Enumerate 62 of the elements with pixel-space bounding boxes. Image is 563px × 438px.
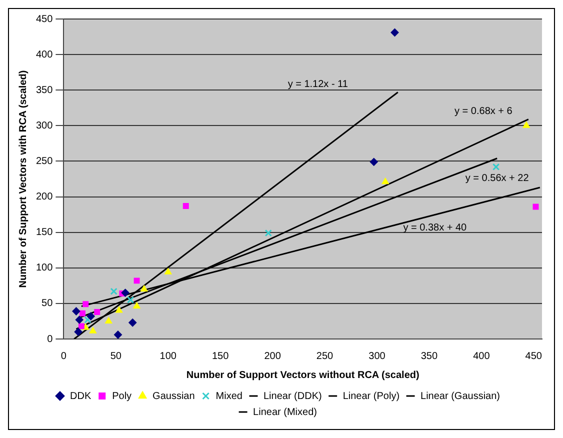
point — [121, 288, 130, 297]
point — [522, 122, 530, 128]
point — [182, 203, 189, 209]
point — [78, 323, 84, 330]
legend-label: Linear (Mixed) — [253, 406, 317, 418]
x-tick-label: 150 — [212, 350, 230, 362]
y-tick-label: 0 — [47, 334, 54, 345]
point — [492, 163, 500, 170]
y-tick-label: 100 — [36, 262, 54, 274]
y-tick-label: 350 — [36, 84, 54, 96]
point — [94, 309, 100, 315]
point — [116, 306, 123, 313]
y-tick-label: 150 — [36, 227, 54, 238]
legend-label: Linear (Poly) — [342, 390, 400, 402]
x-tick-label: 400 — [473, 350, 490, 362]
annotation: y = 0.68x + 6 — [454, 106, 513, 118]
legend-label: DDK — [70, 390, 92, 402]
point — [126, 296, 134, 304]
x-tick-label: 350 — [420, 350, 438, 362]
x-axis-title: Number of Support Vectors without RCA (scaled) — [186, 370, 420, 381]
point — [89, 327, 96, 334]
point — [370, 158, 378, 166]
annotation: y = 1.12x - 11 — [288, 78, 348, 90]
y-tick-label: 300 — [36, 120, 54, 132]
legend-label: Gaussian — [152, 390, 195, 402]
legend-label: Mixed — [216, 390, 242, 402]
y-tick-label: 450 — [36, 14, 54, 25]
legend-label: Linear (Gaussian) — [420, 390, 500, 402]
point — [133, 302, 140, 309]
legend-label: Poly — [112, 390, 132, 402]
point — [140, 285, 148, 292]
y-axis-title: Number of Support Vectors with RCA (scaled) — [18, 70, 29, 288]
x-tick-label: 300 — [368, 350, 386, 362]
point — [80, 310, 86, 316]
point — [390, 28, 399, 37]
point — [134, 278, 140, 284]
x-tick-label: 0 — [60, 350, 67, 362]
point — [382, 178, 389, 184]
point — [264, 229, 272, 237]
point — [72, 307, 80, 316]
x-tick-label: 250 — [316, 350, 334, 362]
y-tick-label: 200 — [36, 192, 54, 203]
annotation: y = 0.56x + 22 — [465, 173, 530, 184]
point — [105, 317, 112, 324]
point — [82, 301, 89, 308]
annotation: y = 0.38x + 40 — [403, 222, 468, 234]
point — [74, 328, 82, 336]
point — [128, 318, 137, 327]
y-tick-label: 400 — [36, 49, 54, 60]
point — [84, 316, 92, 324]
point — [86, 312, 95, 320]
legend-label: Linear (DDK) — [263, 390, 322, 402]
y-tick-label: 50 — [42, 298, 54, 310]
point — [164, 268, 172, 274]
x-tick-label: 100 — [160, 350, 177, 362]
point — [75, 316, 84, 324]
y-tick-label: 250 — [36, 156, 54, 167]
point — [110, 288, 118, 295]
x-tick-label: 200 — [264, 350, 282, 362]
x-tick-label: 50 — [110, 350, 122, 362]
x-tick-label: 450 — [525, 350, 542, 362]
point — [114, 330, 122, 339]
